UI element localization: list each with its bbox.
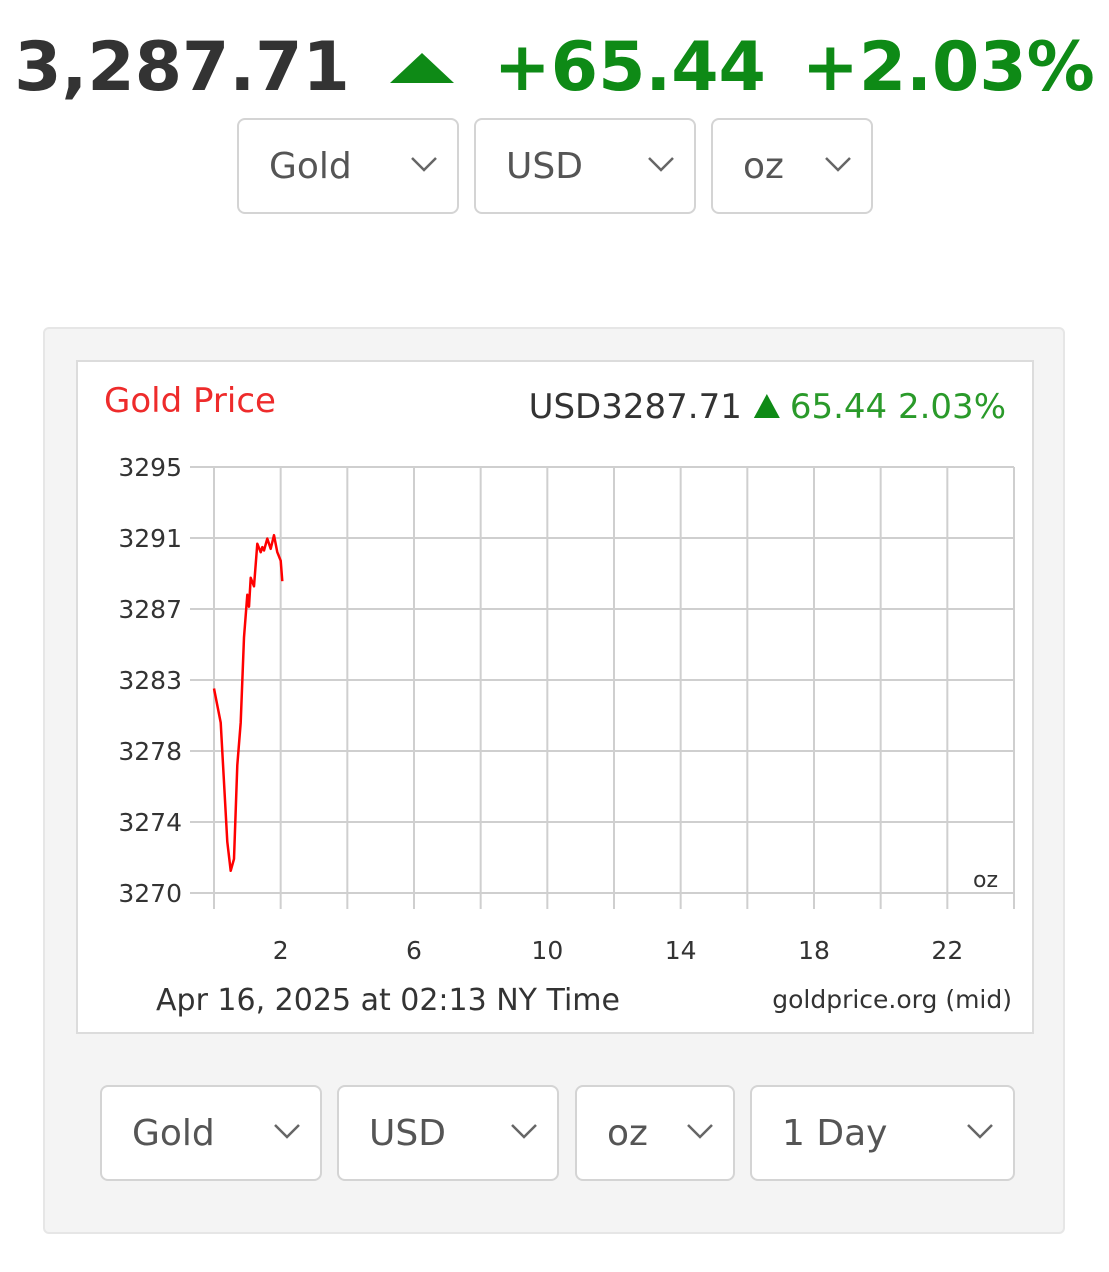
y-tick-label: 3295 [118, 453, 182, 482]
chart-unit-select[interactable]: oz [575, 1085, 735, 1181]
currency-select-value: USD [506, 145, 583, 187]
chart-metal-select[interactable]: Gold [100, 1085, 322, 1181]
y-tick-label: 3270 [118, 879, 182, 908]
y-axis: 3295 3291 3287 3283 3278 3274 3270 [118, 453, 182, 908]
gold-price-chart: Gold Price USD3287.71 65.44 2.03% 329532… [104, 381, 1015, 1018]
unit-label: oz [973, 868, 998, 893]
current-price: 3,287.71 [14, 28, 350, 107]
price-line [212, 533, 284, 873]
chevron-down-icon [648, 157, 674, 172]
chart-source: goldprice.org (mid) [772, 985, 1012, 1014]
chart-period-select[interactable]: 1 Day [750, 1085, 1015, 1181]
price-change: +65.44 [493, 28, 766, 107]
y-tick-label: 3278 [118, 737, 182, 766]
chevron-down-icon [825, 157, 851, 172]
x-tick-label: 2 [273, 936, 289, 965]
y-tick-label: 3274 [118, 808, 182, 837]
x-axis: 2 6 10 14 18 22 [273, 936, 964, 965]
chart-title: Gold Price [104, 381, 276, 421]
up-arrow-icon [389, 53, 454, 83]
currency-select[interactable]: USD [474, 118, 696, 214]
chevron-down-icon [687, 1124, 713, 1139]
chart-change-label: 65.44 2.03% [790, 387, 1006, 427]
chart-header-price: USD3287.71 65.44 2.03% [529, 387, 1006, 427]
chevron-down-icon [274, 1124, 300, 1139]
y-tick-label: 3283 [118, 666, 182, 695]
chart-metal-select-value: Gold [132, 1112, 215, 1154]
chart-frame: Gold Price USD3287.71 65.44 2.03% 3295 32… [76, 360, 1034, 1034]
chart-price-label: USD3287.71 [529, 387, 742, 427]
x-tick-label: 22 [931, 936, 963, 965]
metal-select[interactable]: Gold [237, 118, 459, 214]
y-tick-label: 3291 [118, 524, 182, 553]
unit-select-value: oz [743, 145, 784, 187]
chart-unit-select-value: oz [607, 1112, 648, 1154]
y-tick-label: 3287 [118, 595, 182, 624]
price-change-percent: +2.03% [801, 28, 1095, 107]
x-tick-label: 6 [406, 936, 422, 965]
chevron-down-icon [411, 157, 437, 172]
x-tick-label: 18 [798, 936, 830, 965]
metal-select-value: Gold [269, 145, 352, 187]
chart-grid [190, 466, 1015, 909]
chart-currency-select[interactable]: USD [337, 1085, 559, 1181]
chart-currency-select-value: USD [369, 1112, 446, 1154]
unit-select[interactable]: oz [711, 118, 873, 214]
chart-timestamp: Apr 16, 2025 at 02:13 NY Time [156, 983, 620, 1018]
price-ticker: 3,287.71 +65.44 +2.03% [0, 28, 1109, 108]
x-tick-label: 14 [665, 936, 697, 965]
chevron-down-icon [511, 1124, 537, 1139]
chart-period-select-value: 1 Day [782, 1112, 888, 1154]
chevron-down-icon [967, 1124, 993, 1139]
x-tick-label: 10 [531, 936, 563, 965]
up-triangle-icon [753, 394, 780, 418]
price-series [212, 533, 284, 873]
